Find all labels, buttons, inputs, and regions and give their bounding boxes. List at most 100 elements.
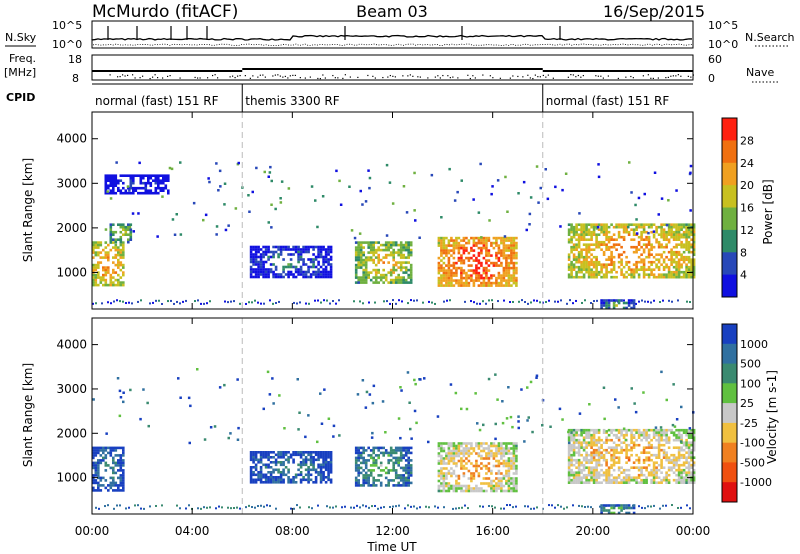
echo-cell [277,453,280,457]
echo-cell [254,253,258,256]
echo-cell [632,250,636,254]
echo-cell [507,236,511,240]
echo-cell [657,433,661,437]
echo-cell [99,461,103,465]
echo-cell [577,438,581,442]
echo-cell [682,270,686,274]
echo-cell [452,507,454,510]
echo-cell [409,464,413,467]
echo-cell [595,233,598,236]
echo-cell [567,436,571,439]
echo-cell [607,511,611,515]
echo-cell [311,507,313,510]
nave-dot [294,74,296,76]
echo-cell [590,428,593,432]
echo-cell [404,471,408,475]
echo-cell [359,281,363,284]
echo-cell [122,479,125,482]
echo-cell [319,456,323,459]
echo-cell [677,238,681,241]
echo-cell [692,260,696,264]
echo-cell [500,261,503,265]
echo-cell [487,469,491,473]
echo-cell [269,263,273,266]
echo-cell [500,279,503,282]
echo-cell [517,420,520,423]
echo-cell [107,186,110,190]
echo-cell [692,235,696,239]
echo-cell [529,196,533,199]
echo-cell [690,263,693,266]
echo-cell [592,230,596,234]
echo-cell [627,223,631,226]
echo-cell [632,304,636,307]
echo-cell [322,451,325,454]
echo-cell [582,456,586,459]
echo-cell [455,444,458,448]
echo-cell [358,232,362,235]
echo-cell [655,453,658,457]
echo-cell [112,256,115,259]
echo-cell [585,436,588,439]
echo-cell [470,479,473,483]
echo-cell [97,243,100,247]
echo-cell [541,424,544,427]
echo-cell [510,276,513,280]
echo-cell [485,244,488,247]
echo-cell [327,273,330,276]
echo-cell [685,478,688,482]
echo-cell [452,489,456,493]
echo-cell [570,268,573,271]
echo-cell [610,453,613,457]
echo-cell [494,373,497,376]
echo-cell [442,479,446,483]
echo-cell [279,275,283,279]
echo-cell [317,273,320,276]
echo-cell [119,283,123,287]
echo-cell [294,248,298,251]
echo-cell [249,258,253,261]
echo-cell [647,273,651,276]
echo-cell [642,448,646,452]
echo-cell [485,266,488,270]
echo-cell [452,251,456,255]
echo-cell [307,473,310,477]
echo-cell [577,443,581,447]
echo-cell [262,473,265,477]
echo-cell [665,473,668,477]
echo-cell [452,472,456,475]
echo-cell [309,463,313,467]
echo-cell [612,433,616,437]
echo-cell [580,253,583,256]
echo-cell [590,461,593,464]
echo-cell [294,451,298,454]
echo-cell [687,448,691,452]
echo-cell [482,266,486,270]
echo-cell [642,243,646,246]
echo-cell [317,471,320,474]
echo-cell [475,464,478,468]
echo-cell [114,191,118,195]
echo-cell [112,469,115,472]
echo-cell [605,451,608,454]
echo-cell [584,299,586,302]
echo-cell [627,273,631,276]
echo-cell [354,461,358,465]
echo-cell [682,223,686,226]
echo-cell [282,471,285,474]
echo-cell [407,268,410,272]
echo-cell [112,230,115,234]
echo-cell [284,453,288,457]
echo-cell [570,228,573,231]
echo-cell [262,451,265,454]
echo-cell [482,269,486,272]
echo-cell [122,251,125,254]
echo-cell [323,299,325,302]
echo-cell [445,246,448,250]
echo-cell [319,466,323,469]
echo-cell [689,209,692,212]
echo-cell [607,468,611,472]
echo-cell [308,506,310,509]
echo-cell [470,246,473,250]
echo-cell [109,476,113,480]
